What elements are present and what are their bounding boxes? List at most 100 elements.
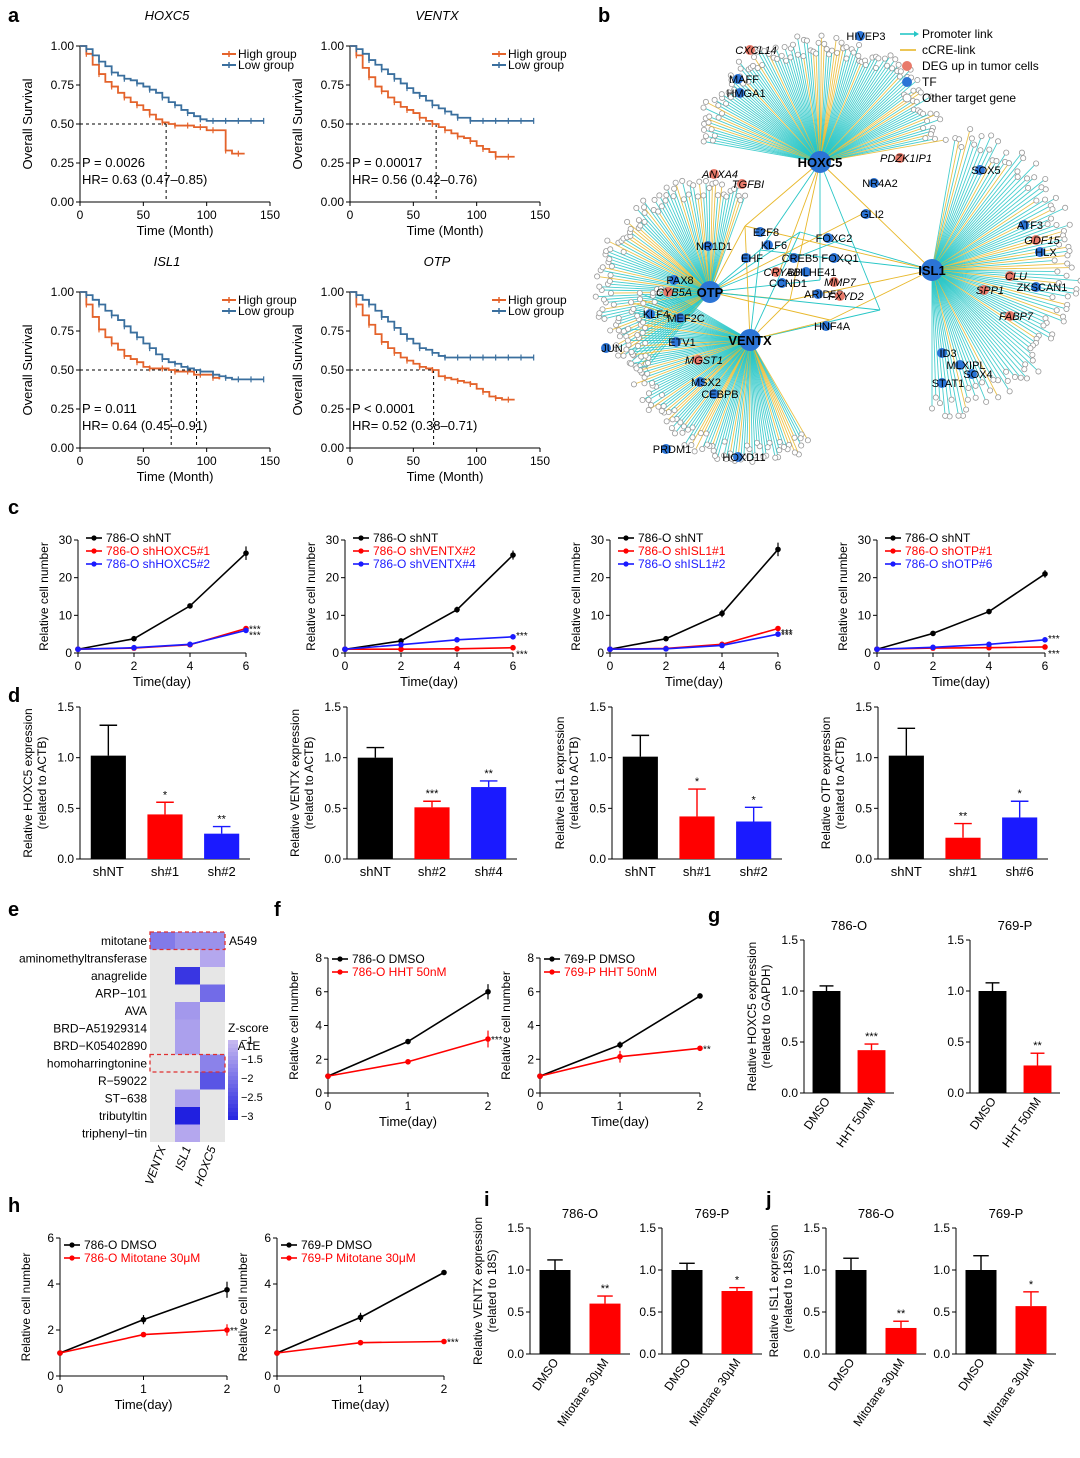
heatmap-cell — [175, 1072, 200, 1090]
growth-chart-x-tick-label: 6 — [510, 659, 517, 673]
hht-growth-chart: 0 2 4 6 8 0 1 2 Time(day) Relative cell number 786… — [287, 951, 503, 1129]
hht-growth-chart-legend-label: 786-O DMSO — [352, 952, 425, 966]
growth-chart-data-point — [131, 635, 137, 642]
network-edge — [931, 269, 1026, 365]
growth-chart-significance: *** — [781, 628, 793, 639]
target-gene-node — [630, 381, 637, 388]
target-gene-node — [1029, 351, 1036, 358]
km-legend-label: Low group — [238, 58, 294, 72]
heatmap-cell — [150, 984, 175, 1002]
growth-chart-significance: *** — [516, 631, 528, 642]
heatmap-cell-line-label: A549 — [229, 934, 257, 948]
hht-growth-chart-y-tick-label: 8 — [315, 951, 322, 965]
km-x-tick-label: 150 — [530, 454, 550, 468]
mitotane-growth-chart-legend-dot — [69, 1255, 75, 1261]
ventx-bar-chart-y-tick-label: 0.0 — [639, 1347, 656, 1361]
km-x-tick-label: 100 — [467, 454, 487, 468]
target-gene-node — [633, 365, 640, 372]
growth-chart-legend-label: 786-O shNT — [638, 531, 704, 545]
network-edge — [749, 319, 831, 341]
hht-growth-chart-data-point — [485, 988, 491, 995]
tf-label: CCND1 — [769, 278, 807, 290]
knockdown-bar-chart-category-label: sh#1 — [151, 864, 179, 879]
hht-growth-chart-y-tick-label: 0 — [315, 1086, 322, 1100]
ventx-bar-chart-bar — [589, 1303, 621, 1354]
heatmap-cell — [175, 1054, 200, 1072]
network-edge — [819, 42, 843, 163]
heatmap-cell — [150, 1124, 175, 1142]
growth-chart-data-point — [243, 627, 249, 634]
target-gene-node — [968, 135, 975, 142]
target-gene-node — [671, 185, 678, 192]
target-gene-node — [1022, 361, 1029, 368]
ventx-bar-chart-significance: ** — [601, 1283, 610, 1295]
tf-label: ZKSCAN1 — [1017, 282, 1068, 294]
network-edge — [709, 291, 881, 311]
growth-chart-series-line — [345, 646, 514, 651]
target-gene-node — [607, 290, 614, 297]
mitotane-growth-chart: 0 2 4 6 0 1 2 Time(day) Relative cell number 769-… — [236, 1231, 459, 1412]
heatmap-legend-step — [228, 1048, 238, 1052]
network-edge — [931, 269, 983, 383]
legend-deg-dot — [902, 61, 912, 71]
hht-bar-chart-significance: ** — [1033, 1040, 1042, 1052]
target-gene-node — [645, 407, 652, 414]
knockdown-bar-chart-bar — [147, 814, 183, 859]
growth-chart-data-point — [1042, 644, 1048, 650]
network-edge — [749, 339, 767, 456]
ventx-bar-chart-y-label-sub: (related to 18S) — [485, 1250, 499, 1333]
growth-chart: 0 10 20 30 0 2 4 6 Time(day) Relative cell number… — [569, 531, 793, 689]
deg-node — [1031, 235, 1041, 245]
panel-label-e: e — [8, 899, 19, 921]
mitotane-growth-chart-data-point — [57, 1350, 63, 1356]
target-gene-node — [815, 39, 822, 46]
network-legend: Promoter link cCRE-link DEG up in tumor ce… — [900, 27, 1039, 105]
growth-chart-significance: *** — [781, 631, 793, 642]
network-edge — [931, 269, 1016, 378]
tf-label: E2F8 — [753, 227, 779, 239]
legend-target-dot — [902, 93, 912, 103]
km-y-tick-label: 0.25 — [51, 156, 75, 170]
network-edge — [635, 207, 711, 293]
knockdown-bar-chart-y-label: Relative ISL1 expression — [553, 717, 567, 850]
km-p-value: P < 0.0001 — [352, 401, 415, 416]
target-gene-node — [721, 452, 728, 459]
network-edge — [663, 339, 751, 413]
tf-label: FOXQ1 — [821, 253, 858, 265]
network-edge — [729, 339, 751, 454]
growth-chart-y-tick-label: 0 — [864, 646, 871, 660]
km-y-tick-label: 0.25 — [321, 156, 345, 170]
hht-growth-chart-data-point — [405, 1038, 411, 1045]
target-gene-node — [702, 133, 709, 140]
growth-chart-x-tick-label: 4 — [986, 659, 993, 673]
tf-node — [661, 444, 671, 454]
network-edge — [931, 224, 1057, 271]
km-x-tick-label: 100 — [467, 208, 487, 222]
network-edge — [931, 178, 1028, 271]
knockdown-bar-chart-significance: *** — [426, 788, 440, 800]
hht-growth-chart-y-tick-label: 8 — [527, 951, 534, 965]
target-gene-node — [699, 445, 706, 452]
hht-bar-chart-y-tick-label: 1.5 — [947, 933, 964, 947]
target-gene-node — [936, 400, 943, 407]
ventx-bar-chart-title: 786-O — [562, 1206, 598, 1221]
knockdown-bar-chart-bar — [414, 807, 450, 859]
knockdown-bar-chart-y-label: Relative HOXC5 expression — [21, 708, 35, 857]
hht-growth-chart-data-point — [617, 1042, 623, 1048]
target-gene-node — [641, 218, 648, 225]
growth-chart-y-tick-label: 0 — [65, 646, 72, 660]
network-edge — [829, 269, 933, 321]
network-edge — [600, 269, 711, 293]
knockdown-bar-chart-y-tick-label: 0.5 — [855, 801, 872, 815]
deg-node — [829, 277, 839, 287]
hht-bar-chart-y-tick-label: 0.0 — [781, 1086, 798, 1100]
heatmap-row-label: homoharringtonine — [47, 1057, 147, 1071]
mitotane-growth-chart-x-tick-label: 1 — [140, 1382, 147, 1396]
hht-growth-chart-legend-label: 769-P HHT 50nM — [564, 965, 657, 979]
growth-chart-x-label: Time(day) — [133, 674, 191, 689]
network-edge — [749, 339, 753, 462]
isl1-bar-chart-bar — [885, 1327, 917, 1354]
network-edge — [753, 56, 821, 163]
target-gene-node — [803, 37, 810, 44]
hub-label: OTP — [697, 285, 724, 300]
